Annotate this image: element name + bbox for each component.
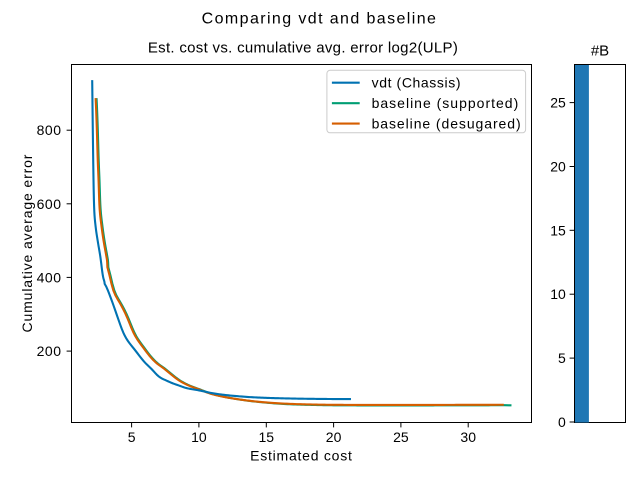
svg-text:20: 20: [550, 159, 566, 175]
svg-text:5: 5: [128, 429, 136, 445]
svg-text:Comparing vdt and baseline: Comparing vdt and baseline: [202, 10, 438, 27]
svg-text:25: 25: [550, 95, 566, 111]
svg-text:vdt (Chassis): vdt (Chassis): [372, 75, 461, 91]
svg-text:Estimated cost: Estimated cost: [250, 448, 352, 464]
svg-text:#B: #B: [591, 42, 609, 59]
svg-text:400: 400: [37, 269, 62, 285]
svg-text:15: 15: [259, 429, 275, 445]
svg-text:baseline (desugared): baseline (desugared): [372, 116, 522, 132]
svg-text:25: 25: [393, 429, 409, 445]
svg-text:10: 10: [191, 429, 207, 445]
svg-text:20: 20: [326, 429, 342, 445]
svg-text:0: 0: [558, 414, 566, 430]
svg-text:30: 30: [460, 429, 476, 445]
svg-text:Est. cost vs. cumulative avg.: Est. cost vs. cumulative avg. error log2…: [148, 40, 458, 57]
svg-text:15: 15: [550, 222, 566, 238]
svg-text:600: 600: [37, 196, 62, 212]
svg-text:10: 10: [550, 286, 566, 302]
svg-text:Cumulative average error: Cumulative average error: [19, 154, 35, 333]
svg-text:800: 800: [37, 122, 62, 138]
svg-text:200: 200: [37, 343, 62, 359]
svg-text:baseline (supported): baseline (supported): [372, 95, 520, 111]
svg-text:5: 5: [558, 350, 566, 366]
